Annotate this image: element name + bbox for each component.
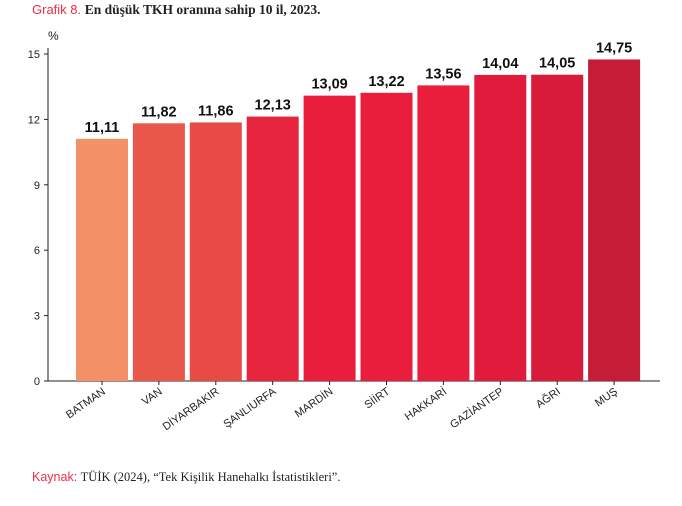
bar: [246, 116, 299, 381]
category-label: MARDİN: [292, 385, 335, 421]
category-label: VAN: [140, 386, 165, 408]
y-axis-unit-label: %: [48, 29, 59, 43]
data-label: 11,82: [141, 104, 177, 120]
category-label: GAZİANTEP: [447, 385, 506, 431]
bar: [360, 92, 413, 381]
chart-title-text: En düşük TKH oranına sahip 10 il, 2023.: [84, 2, 321, 17]
category-label: MUŞ: [593, 386, 620, 410]
source-label: Kaynak:: [32, 470, 78, 484]
bar: [417, 85, 470, 381]
y-tick-label: 0: [34, 376, 40, 388]
bar: [474, 74, 527, 381]
bar: [303, 95, 356, 381]
category-label: SİİRT: [362, 385, 393, 412]
data-label: 11,86: [198, 103, 234, 119]
category-label: ŞANLIURFA: [221, 385, 278, 430]
chart-title: Grafik 8. En düşük TKH oranına sahip 10 …: [32, 2, 320, 18]
y-tick-label: 15: [28, 49, 40, 61]
data-label: 13,56: [425, 66, 461, 82]
bar: [531, 74, 584, 382]
bar: [76, 138, 128, 381]
data-label: 13,09: [311, 77, 347, 93]
data-label: 14,75: [596, 40, 632, 56]
source-note: Kaynak: TÜİK (2024), “Tek Kişilik Haneha…: [32, 470, 340, 485]
bar-chart: % 0 3 6 9 12 15 11,11 BATMAN 11,82 VAN 11,86 DİYARBA…: [28, 29, 660, 433]
category-label: BATMAN: [64, 386, 108, 422]
source-text: TÜİK (2024), “Tek Kişilik Hanehalkı İsta…: [80, 470, 341, 484]
bar: [588, 59, 641, 381]
chart-number-label: Grafik 8.: [32, 2, 82, 17]
data-label: 12,13: [255, 98, 291, 114]
bar: [189, 122, 242, 382]
data-label: 14,04: [482, 56, 518, 72]
category-label: AĞRI: [533, 385, 562, 411]
data-label: 11,11: [85, 120, 120, 136]
data-label: 14,05: [539, 56, 575, 72]
data-label: 13,22: [368, 74, 404, 90]
category-label: DİYARBAKIR: [160, 385, 221, 433]
y-tick-label: 9: [34, 180, 40, 192]
bar: [132, 123, 185, 381]
y-tick-label: 12: [28, 114, 40, 126]
y-tick-label: 6: [34, 245, 40, 257]
y-tick-label: 3: [34, 311, 40, 323]
category-label: HAKKARİ: [402, 385, 449, 423]
